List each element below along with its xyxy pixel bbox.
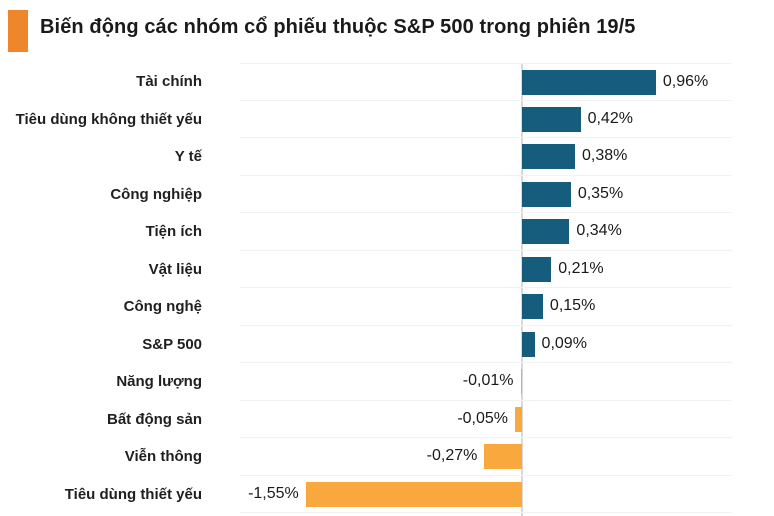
chart-header: Biến động các nhóm cổ phiếu thuộc S&P 50…	[0, 0, 774, 54]
chart-row: Tiện ích 0,34%	[0, 213, 774, 251]
plot-area: -1,55%	[240, 476, 732, 513]
chart-row: Bất động sản -0,05%	[0, 401, 774, 438]
chart-row: Tiêu dùng thiết yếu -1,55%	[0, 476, 774, 513]
bar-negative	[520, 369, 522, 394]
category-label: Tiêu dùng thiết yếu	[64, 485, 202, 503]
category-label: Tiêu dùng không thiết yếu	[15, 110, 202, 128]
plot-area: 0,21%	[240, 251, 732, 288]
category-label: S&P 500	[142, 335, 202, 353]
chart-row: Năng lượng -0,01%	[0, 363, 774, 401]
plot-area: 0,35%	[240, 176, 732, 213]
value-label: -1,55%	[248, 484, 299, 502]
chart-title: Biến động các nhóm cổ phiếu thuộc S&P 50…	[40, 15, 636, 38]
value-label: 0,21%	[558, 259, 604, 277]
bar-positive	[522, 144, 575, 169]
bar-positive	[522, 181, 571, 207]
bar-positive	[522, 70, 656, 95]
category-label: Công nghiệp	[110, 185, 202, 203]
plot-area: 0,34%	[240, 213, 732, 251]
plot-area: 0,38%	[240, 138, 732, 176]
value-label: 0,38%	[582, 147, 628, 165]
value-label: -0,05%	[457, 409, 509, 427]
bar-positive	[522, 331, 535, 357]
value-label: 0,42%	[587, 109, 633, 127]
plot-area: -0,05%	[240, 401, 732, 438]
chart-rows: Tài chính 0,96% Tiêu dùng không thiết yếu 0…	[0, 63, 774, 513]
plot-area: 0,42%	[240, 101, 732, 138]
chart-row: Vật liệu 0,21%	[0, 251, 774, 288]
chart-row: Tiêu dùng không thiết yếu 0,42%	[0, 101, 774, 138]
plot-area: 0,96%	[240, 63, 732, 101]
bar-negative	[484, 444, 522, 469]
value-label: 0,15%	[549, 297, 596, 315]
category-label: Bất động sản	[106, 410, 202, 428]
title-marker	[8, 10, 28, 52]
category-label: Công nghệ	[123, 298, 202, 316]
value-label: 0,35%	[577, 184, 624, 202]
category-label: Tiện ích	[145, 223, 202, 241]
chart-row: Viễn thông -0,27%	[0, 438, 774, 476]
plot-area: 0,15%	[240, 288, 732, 326]
value-label: -0,27%	[426, 447, 478, 465]
value-label: 0,09%	[541, 334, 587, 352]
category-label: Tài chính	[136, 73, 202, 91]
bar-positive	[522, 294, 543, 319]
chart-row: S&P 500 0,09%	[0, 326, 774, 363]
category-label: Năng lượng	[116, 373, 202, 391]
plot-area: -0,27%	[240, 438, 732, 476]
category-label: Vật liệu	[148, 260, 202, 278]
chart-row: Công nghiệp 0,35%	[0, 176, 774, 213]
chart-row: Y tế 0,38%	[0, 138, 774, 176]
category-label: Y tế	[174, 148, 202, 166]
bar-negative	[515, 406, 522, 432]
plot-area: 0,09%	[240, 326, 732, 363]
bar-chart: Tài chính 0,96% Tiêu dùng không thiết yếu 0…	[0, 63, 774, 516]
value-label: -0,01%	[462, 372, 514, 390]
category-label: Viễn thông	[124, 448, 202, 466]
bar-negative	[305, 481, 522, 507]
bar-positive	[522, 219, 570, 244]
value-label: 0,34%	[576, 222, 622, 240]
bar-positive	[522, 106, 581, 132]
zero-axis-line	[521, 63, 523, 516]
chart-row: Tài chính 0,96%	[0, 63, 774, 101]
chart-row: Công nghệ 0,15%	[0, 288, 774, 326]
plot-area: -0,01%	[240, 363, 732, 401]
bar-positive	[522, 256, 552, 282]
value-label: 0,96%	[662, 72, 709, 90]
